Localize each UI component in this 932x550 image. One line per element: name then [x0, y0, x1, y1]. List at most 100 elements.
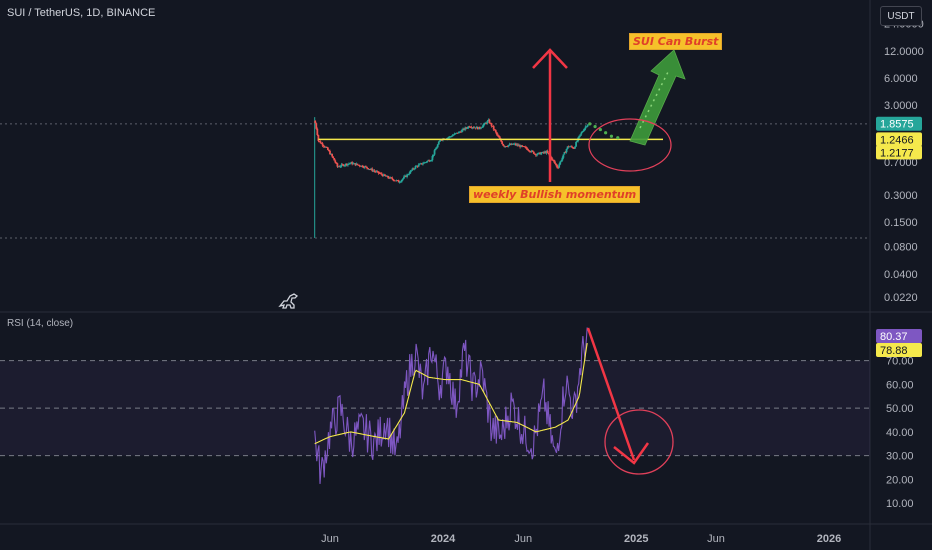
- candle-body: [397, 180, 400, 183]
- candle-body: [471, 127, 474, 129]
- candle-body: [412, 168, 415, 170]
- candle-body: [357, 164, 360, 166]
- candle-body: [450, 136, 453, 138]
- candle-body: [330, 154, 332, 155]
- candle-body: [508, 144, 511, 146]
- candle-body: [361, 165, 364, 168]
- candle-body: [335, 162, 338, 164]
- candle-body: [399, 181, 402, 183]
- annotation-burst[interactable]: SUI Can Burst: [629, 33, 723, 50]
- candle-body: [501, 141, 504, 144]
- price-label-text: 1.2177: [880, 147, 914, 159]
- candle-body: [415, 165, 418, 167]
- candle-body: [317, 135, 320, 142]
- candle-body: [354, 163, 357, 166]
- green-arrow-texture: [639, 71, 669, 129]
- candle-body: [581, 131, 584, 133]
- candle-body: [580, 132, 583, 135]
- rsi-indicator-header[interactable]: RSI (14, close): [7, 318, 74, 329]
- candle-body: [578, 135, 581, 138]
- candle-body: [337, 166, 340, 168]
- candle-body: [542, 151, 545, 153]
- candle-body: [407, 174, 410, 176]
- rsi-tick-label: 40.00: [886, 427, 914, 439]
- time-tick-label: 2025: [624, 533, 648, 545]
- candle-body: [344, 163, 347, 166]
- candle-body: [360, 165, 363, 167]
- candle-body: [479, 127, 481, 129]
- candle-body: [417, 164, 420, 167]
- candle-body: [419, 163, 422, 165]
- candle-body: [566, 146, 569, 150]
- candle-body: [514, 143, 517, 146]
- candle-body: [414, 166, 417, 169]
- candle-body: [404, 175, 406, 177]
- candle-body: [381, 174, 384, 177]
- candle-body: [425, 162, 428, 163]
- price-tick-label: 0.1500: [884, 217, 918, 229]
- candle-body: [352, 163, 355, 165]
- candle-body: [483, 123, 486, 125]
- candle-body: [584, 126, 587, 129]
- rsi-pane[interactable]: [0, 327, 870, 484]
- candle-body: [573, 148, 575, 150]
- candle-body: [438, 140, 441, 142]
- candle-body: [586, 124, 589, 127]
- candle-body: [380, 173, 383, 175]
- candle-body: [529, 151, 532, 153]
- candle-body: [466, 128, 469, 129]
- up-arrow-head: [532, 48, 568, 69]
- candle-body: [429, 160, 432, 162]
- candle-body: [418, 163, 421, 165]
- rsi-label-text: 78.88: [880, 345, 908, 357]
- candle-body: [451, 135, 454, 137]
- candle-body: [569, 146, 572, 148]
- candle-body: [322, 145, 325, 147]
- candle-body: [469, 127, 472, 128]
- symbol-header[interactable]: SUI / TetherUS, 1D, BINANCE: [7, 7, 156, 19]
- candle-body: [426, 161, 429, 163]
- candle-body: [554, 161, 556, 164]
- candle-body: [473, 127, 476, 129]
- candle-body: [558, 164, 561, 168]
- annotation-momentum[interactable]: weekly Bullish momentum: [469, 186, 641, 203]
- candle-body: [551, 159, 554, 161]
- candle-body: [430, 160, 433, 161]
- candle-body: [552, 159, 555, 162]
- candle-body: [491, 126, 494, 127]
- candle-body: [343, 165, 346, 167]
- candle-body: [427, 160, 430, 162]
- candle-body: [394, 180, 397, 182]
- candle-body: [435, 147, 438, 149]
- candle-body: [428, 160, 431, 162]
- candle-body: [326, 147, 329, 151]
- candle-body: [540, 152, 543, 155]
- price-tick-label: 6.0000: [884, 73, 918, 85]
- candle-body: [370, 168, 373, 170]
- candle-body: [422, 163, 424, 165]
- candle-body: [331, 154, 334, 157]
- candle-body: [556, 165, 558, 168]
- candle-body: [474, 127, 477, 129]
- time-tick-label: 2024: [431, 533, 456, 545]
- currency-button[interactable]: USDT: [880, 6, 922, 26]
- candle-body: [328, 150, 330, 152]
- candle-body: [511, 143, 514, 145]
- candle-body: [579, 134, 582, 136]
- candle-body: [446, 138, 449, 139]
- candle-body: [526, 148, 529, 151]
- candle-body: [338, 166, 341, 168]
- candle-body: [348, 163, 350, 165]
- candle-body: [401, 178, 404, 180]
- candle-body: [353, 163, 356, 165]
- candle-body: [565, 149, 568, 153]
- candle-body: [321, 143, 324, 146]
- candle-body: [467, 126, 470, 129]
- price-pane[interactable]: [0, 117, 870, 239]
- candle-body: [488, 119, 491, 124]
- candle-body: [314, 120, 317, 124]
- candle-body: [538, 152, 541, 154]
- price-label-box: [876, 145, 922, 160]
- candle-body: [456, 132, 459, 134]
